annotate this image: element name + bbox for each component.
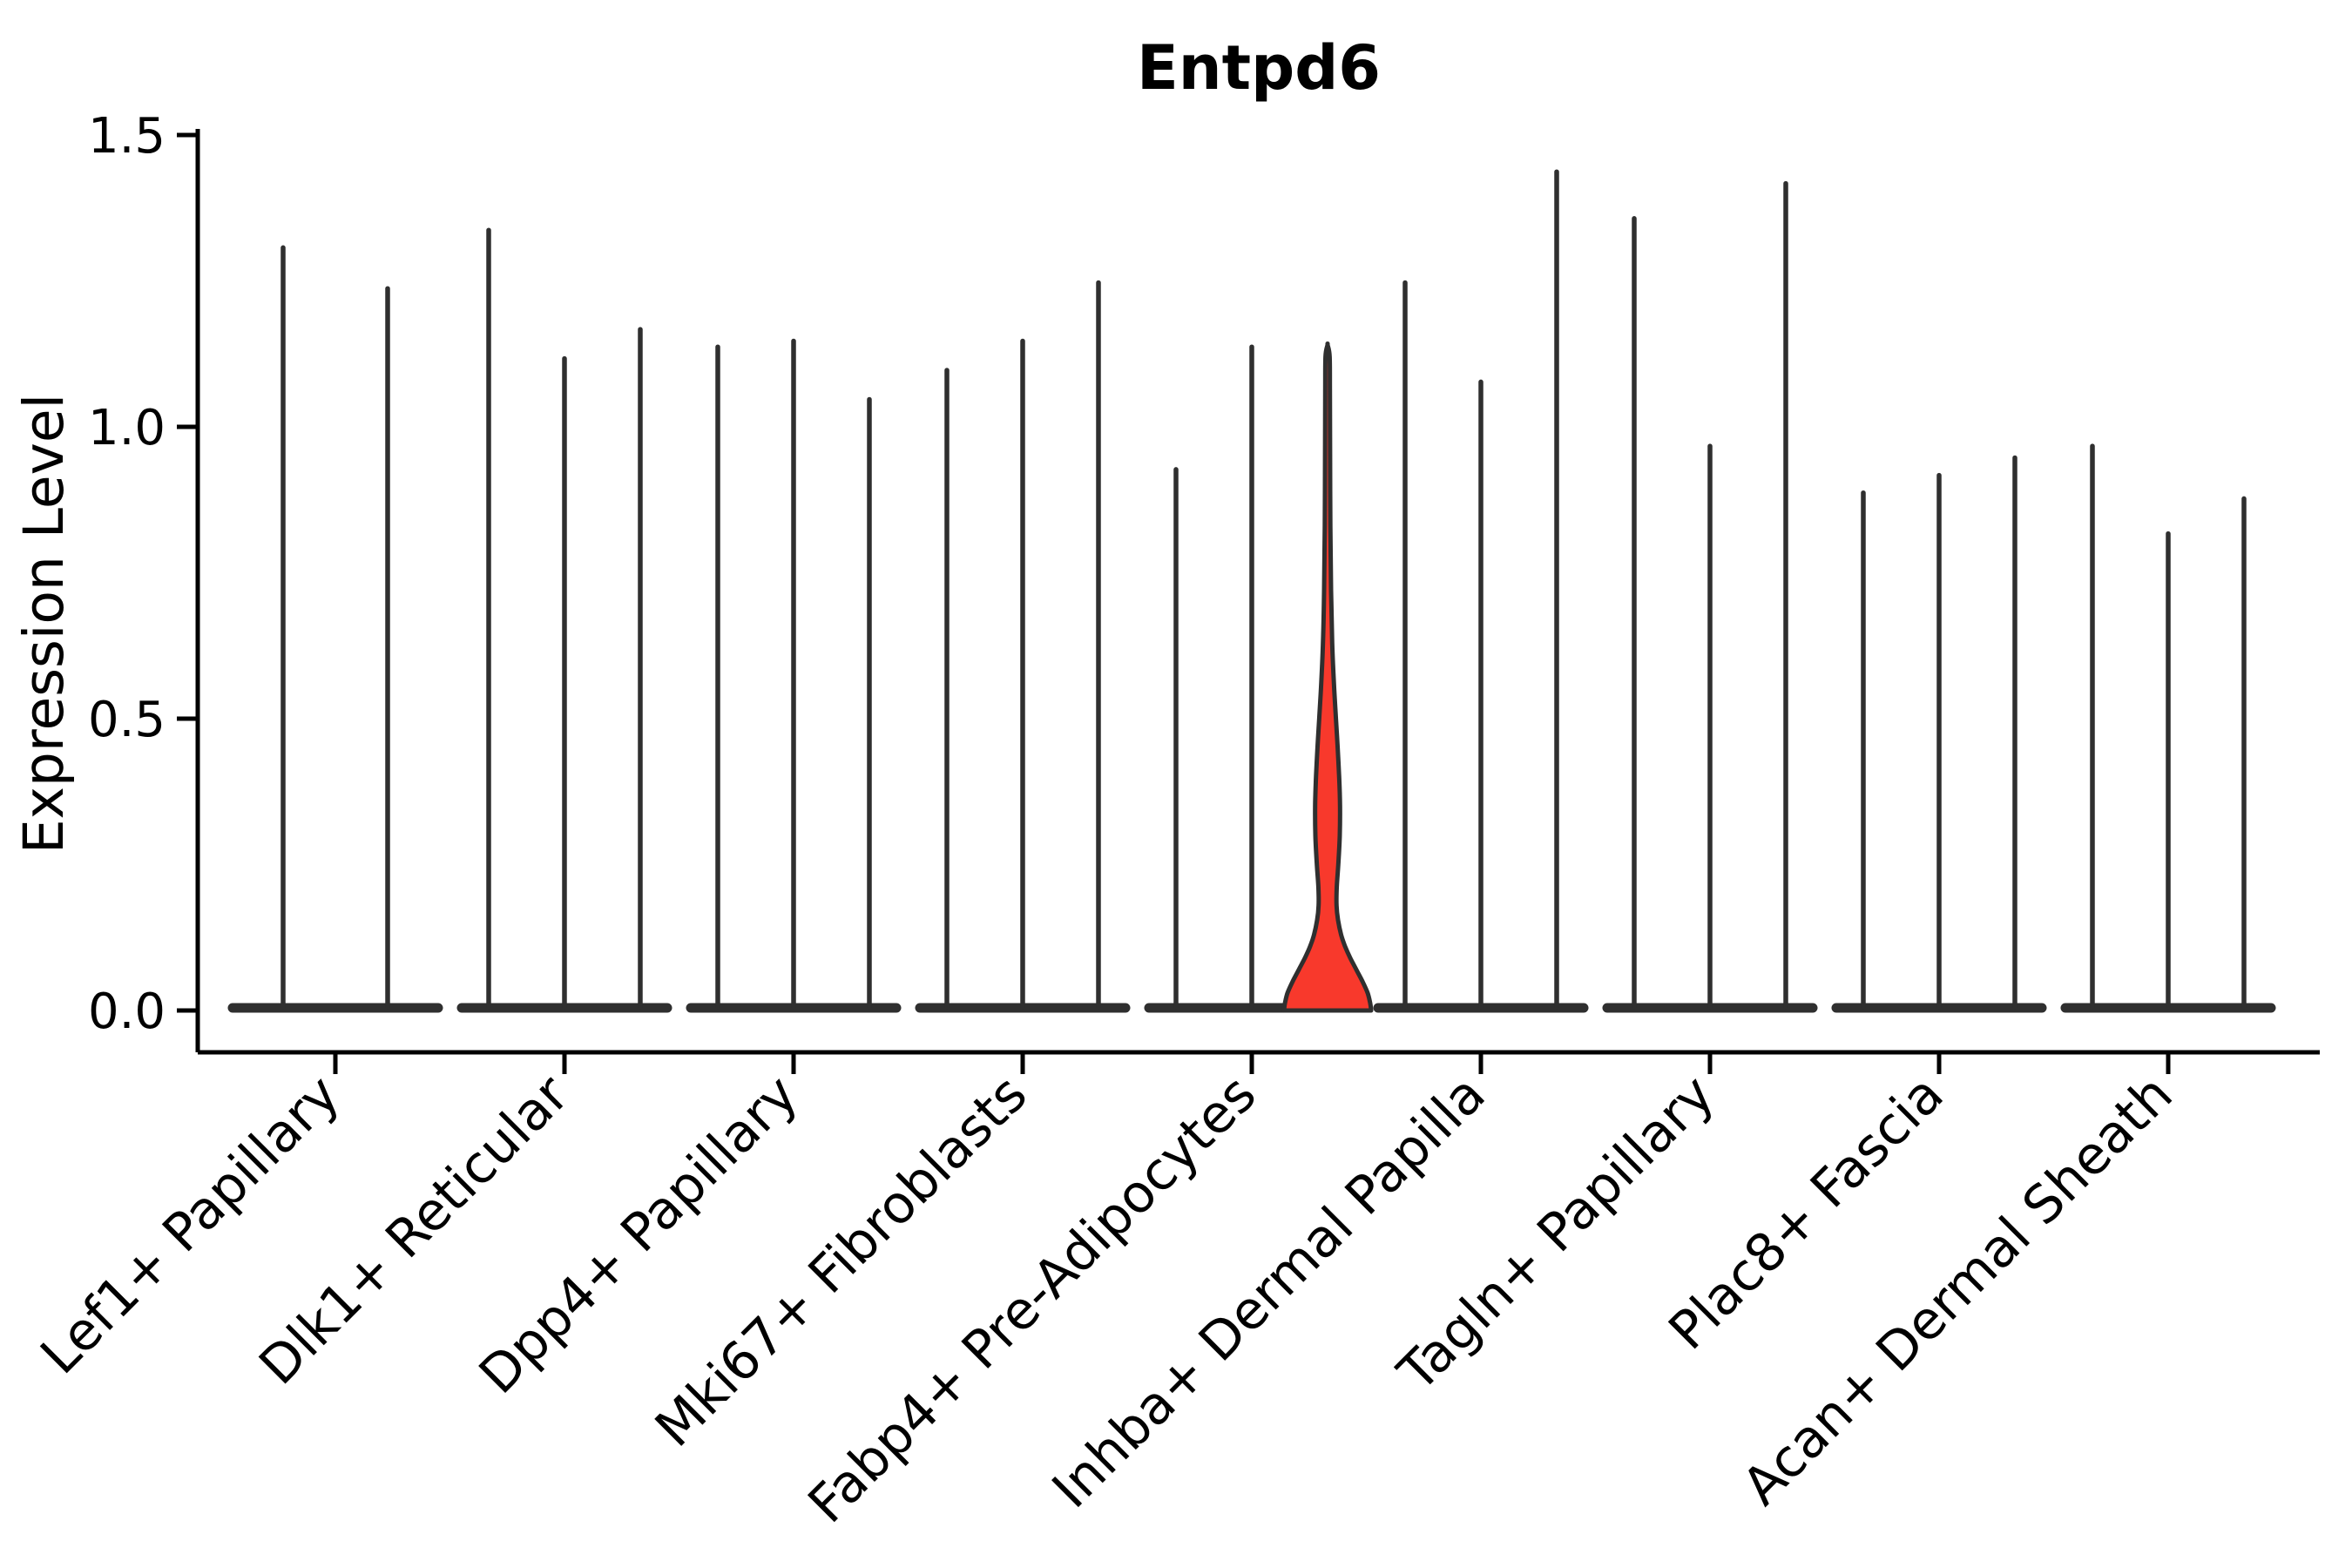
y-tick-label: 0.0 <box>88 983 166 1040</box>
y-tick-label: 1.0 <box>88 400 166 456</box>
y-axis-title: Expression Level <box>12 394 76 854</box>
x-axis-label: Fabp4+ Pre-Adipocytes <box>797 1064 1268 1535</box>
violins-layer <box>227 169 2276 1013</box>
chart-title: Entpd6 <box>1137 32 1381 104</box>
y-tick-label: 1.5 <box>88 108 166 165</box>
y-tick-label: 0.5 <box>88 692 166 748</box>
x-axis-label: Acan+ Dermal Sheath <box>1731 1064 2185 1517</box>
highlighted-violin <box>1281 341 1374 1013</box>
x-axis-label: Mki67+ Fibroblasts <box>644 1064 1039 1459</box>
x-axis-label: Inhba+ Dermal Papilla <box>1041 1064 1497 1520</box>
